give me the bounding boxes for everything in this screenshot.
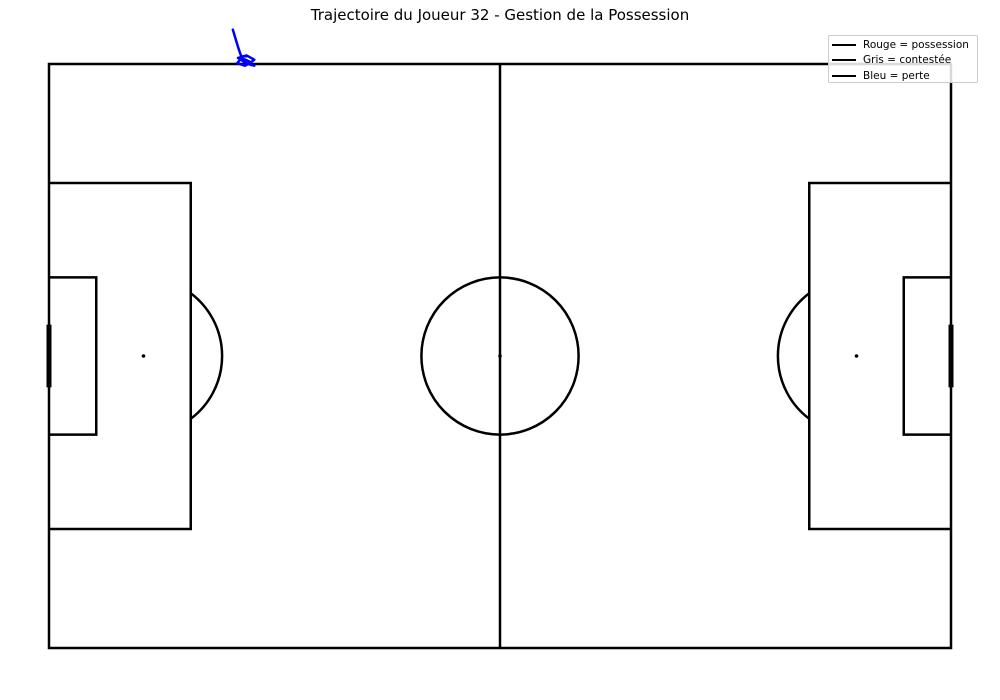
pitch-markings xyxy=(46,62,954,650)
penalty-spot-right xyxy=(854,354,859,358)
legend-swatch xyxy=(832,59,856,61)
legend-swatch xyxy=(832,44,856,46)
penalty-arc-right xyxy=(776,292,811,420)
legend-label: Gris = contestée xyxy=(863,54,952,66)
goal-area-right xyxy=(902,276,951,436)
centre-circle xyxy=(420,276,580,436)
chart-title: Trajectoire du Joueur 32 - Gestion de la… xyxy=(310,6,690,24)
legend: Rouge = possession Gris = contestée Bleu… xyxy=(828,35,978,83)
penalty-area-right xyxy=(808,181,951,531)
legend-swatch xyxy=(832,75,856,77)
penalty-arc-left xyxy=(189,292,224,420)
penalty-area-left xyxy=(49,181,192,531)
legend-entry-contested: Gris = contestée xyxy=(832,53,951,67)
centre-spot xyxy=(498,354,502,358)
legend-entry-possession: Rouge = possession xyxy=(832,38,969,52)
trajectory-layer xyxy=(231,28,256,67)
trajectory-line-perte xyxy=(231,28,256,67)
legend-label: Bleu = perte xyxy=(863,70,930,82)
penalty-spot-left xyxy=(141,354,146,358)
legend-entry-loss: Bleu = perte xyxy=(832,69,930,83)
legend-label: Rouge = possession xyxy=(863,39,969,51)
goal-area-left xyxy=(49,276,98,436)
